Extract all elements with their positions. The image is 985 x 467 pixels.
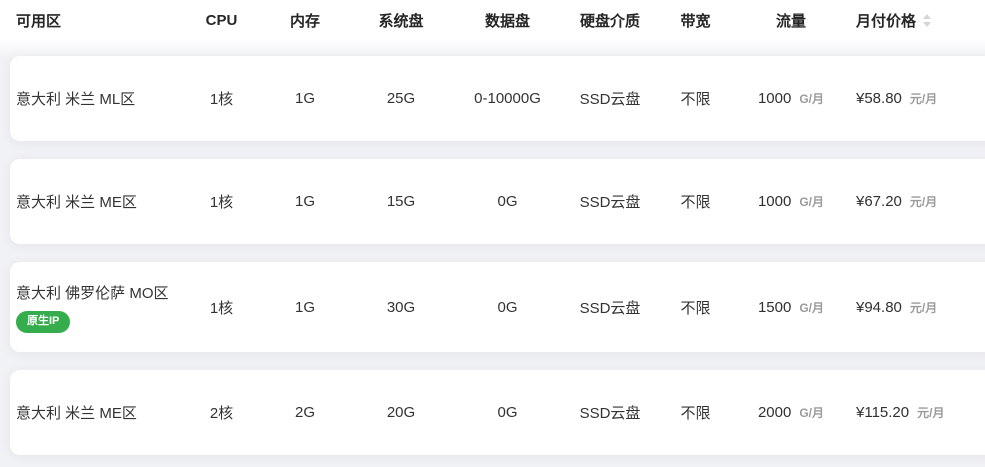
data-disk-cell: 0-10000G <box>474 90 541 107</box>
column-header-cpu: CPU <box>205 11 238 29</box>
zone-cell: 意大利 米兰 ML区 <box>10 88 185 109</box>
memory-cell: 1G <box>294 298 315 316</box>
price-value: ¥67.20 <box>856 193 902 210</box>
data-disk-cell: 0G <box>497 298 518 316</box>
column-header-zone: 可用区 <box>16 12 62 30</box>
bandwidth-cell: 不限 <box>680 91 711 108</box>
disk-media-cell: SSD云盘 <box>579 91 641 108</box>
system-disk-cell: 25G <box>386 90 416 107</box>
cpu-cell: 1核 <box>209 194 234 211</box>
cpu-cell: 1核 <box>209 299 234 317</box>
column-header-disk-media: 硬盘介质 <box>579 12 640 30</box>
sort-carets-icon[interactable] <box>923 13 932 27</box>
column-header-data-disk: 数据盘 <box>484 12 530 30</box>
column-header-traffic: 流量 <box>775 12 806 30</box>
traffic-cell: 2000 G/月 <box>736 404 846 421</box>
system-disk-cell: 15G <box>386 193 416 210</box>
zone-cell: 意大利 米兰 ME区 <box>10 402 185 423</box>
plan-row[interactable]: 意大利 佛罗伦萨 MO区 原生IP 1核 1G 30G 0G SSD云盘 不限 … <box>10 262 985 352</box>
zone-cell: 意大利 佛罗伦萨 MO区 原生IP <box>10 282 185 333</box>
system-disk-cell: 20G <box>386 404 416 421</box>
plan-row[interactable]: 意大利 米兰 ML区 1核 1G 25G 0-10000G SSD云盘 不限 1… <box>10 56 985 141</box>
cpu-cell: 2核 <box>209 405 234 422</box>
price-value: ¥58.80 <box>856 90 902 107</box>
column-header-price-sort[interactable]: 月付价格 <box>846 10 985 31</box>
traffic-cell: 1000 G/月 <box>736 90 846 107</box>
traffic-value: 2000 <box>757 404 792 421</box>
sort-descending-icon <box>923 21 932 27</box>
column-header-price-label: 月付价格 <box>856 12 917 30</box>
traffic-value: 1000 <box>757 90 792 107</box>
data-disk-cell: 0G <box>497 193 518 210</box>
zone-name: 意大利 米兰 ME区 <box>16 405 137 422</box>
price-unit: 元/月 <box>909 300 938 315</box>
memory-cell: 2G <box>294 404 315 421</box>
plan-list: 意大利 米兰 ML区 1核 1G 25G 0-10000G SSD云盘 不限 1… <box>0 56 985 455</box>
zone-cell: 意大利 米兰 ME区 <box>10 191 185 212</box>
plan-row[interactable]: 意大利 米兰 ME区 2核 2G 20G 0G SSD云盘 不限 2000 G/… <box>10 370 985 455</box>
disk-media-cell: SSD云盘 <box>579 194 641 211</box>
sort-ascending-icon <box>923 13 932 19</box>
cpu-cell: 1核 <box>209 91 234 108</box>
zone-name: 意大利 佛罗伦萨 MO区 <box>16 284 169 302</box>
traffic-unit: G/月 <box>799 300 825 315</box>
price-value: ¥115.20 <box>856 404 910 421</box>
memory-cell: 1G <box>294 193 315 210</box>
traffic-cell: 1500 G/月 <box>736 299 846 316</box>
traffic-unit: G/月 <box>799 92 825 106</box>
price-cell: ¥58.80 元/月 <box>846 90 985 107</box>
price-cell: ¥94.80 元/月 <box>846 299 985 316</box>
zone-name: 意大利 米兰 ML区 <box>16 91 136 108</box>
native-ip-badge: 原生IP <box>16 310 71 333</box>
traffic-value: 1000 <box>757 193 792 210</box>
price-value: ¥94.80 <box>856 298 902 316</box>
memory-cell: 1G <box>294 90 315 107</box>
column-header-system-disk: 系统盘 <box>378 12 424 30</box>
bandwidth-cell: 不限 <box>680 405 711 422</box>
column-header-bandwidth: 带宽 <box>680 12 711 30</box>
price-unit: 元/月 <box>909 92 938 106</box>
traffic-cell: 1000 G/月 <box>736 193 846 210</box>
price-unit: 元/月 <box>917 406 945 420</box>
price-cell: ¥115.20 元/月 <box>846 404 985 421</box>
data-disk-cell: 0G <box>497 404 518 421</box>
price-cell: ¥67.20 元/月 <box>846 193 985 210</box>
table-header: 可用区 CPU 内存 系统盘 数据盘 硬盘介质 带宽 流量 月付价格 <box>10 0 985 40</box>
disk-media-cell: SSD云盘 <box>579 299 641 317</box>
bandwidth-cell: 不限 <box>680 299 711 317</box>
price-unit: 元/月 <box>909 195 938 209</box>
disk-media-cell: SSD云盘 <box>579 405 641 422</box>
bandwidth-cell: 不限 <box>680 194 711 211</box>
column-header-memory: 内存 <box>289 12 320 30</box>
traffic-unit: G/月 <box>799 195 825 209</box>
system-disk-cell: 30G <box>386 298 416 316</box>
zone-name: 意大利 米兰 ME区 <box>16 194 137 211</box>
traffic-unit: G/月 <box>799 406 825 420</box>
traffic-value: 1500 <box>757 298 792 316</box>
plan-row[interactable]: 意大利 米兰 ME区 1核 1G 15G 0G SSD云盘 不限 1000 G/… <box>10 159 985 244</box>
